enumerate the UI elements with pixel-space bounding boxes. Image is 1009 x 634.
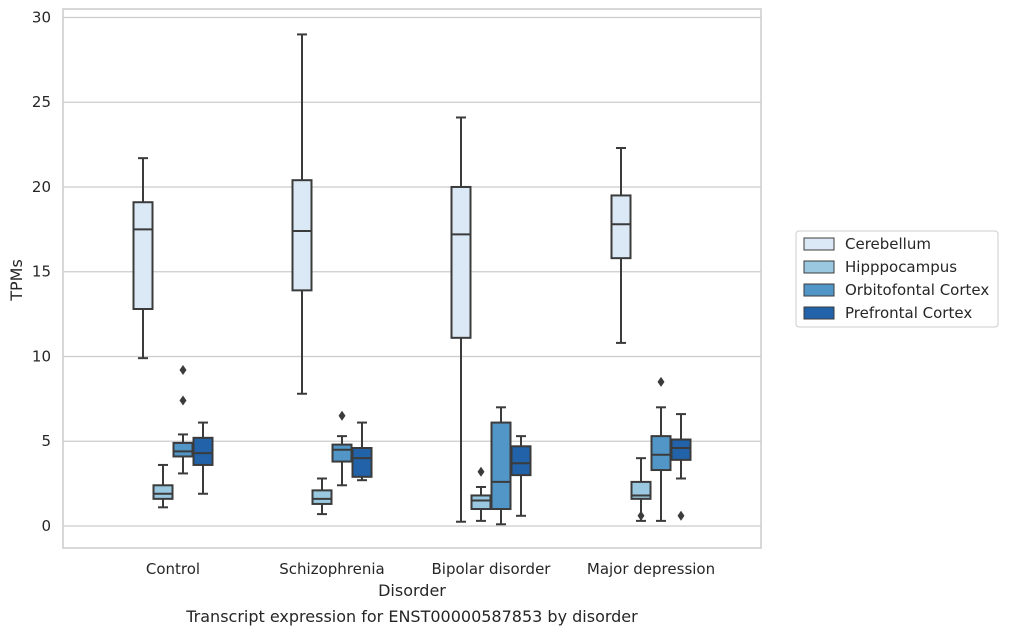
box-body: [670, 438, 692, 461]
legend-swatch: [803, 283, 835, 297]
box-body: [650, 435, 672, 472]
outlier-point: [677, 510, 685, 521]
box: [152, 463, 174, 509]
box-body: [470, 494, 492, 511]
legend-item: Hipppocampus: [803, 258, 957, 276]
box-plot-series: [132, 33, 692, 526]
x-tick-label: Bipolar disorder: [432, 560, 552, 578]
box: [351, 421, 373, 482]
legend-swatch: [803, 306, 835, 320]
plot-frame: [62, 8, 762, 549]
y-tick-label: 25: [32, 93, 51, 111]
series-hipppocampus: [152, 457, 652, 522]
box: [192, 421, 214, 495]
box: [470, 466, 492, 522]
box: [132, 157, 154, 360]
legend-item: Orbitofontal Cortex: [803, 281, 989, 299]
box-body: [192, 436, 214, 466]
box: [450, 116, 472, 523]
x-tick-label: Control: [146, 560, 200, 578]
y-axis-ticks: 0 5 10 15 20 25 30: [32, 8, 51, 534]
box-body: [152, 484, 174, 500]
box-body: [291, 179, 313, 292]
legend-label: Orbitofontal Cortex: [845, 281, 989, 299]
outlier-point: [179, 365, 187, 376]
outlier-point: [657, 376, 665, 387]
legend-label: Prefrontal Cortex: [845, 304, 972, 322]
outlier-point: [477, 466, 485, 477]
series-cerebellum: [132, 33, 632, 523]
box-body: [132, 201, 154, 311]
legend-swatch: [803, 237, 835, 251]
box: [172, 365, 194, 475]
legend-swatch: [803, 260, 835, 274]
legend-item: Prefrontal Cortex: [803, 304, 972, 322]
box: [311, 477, 333, 516]
box-body: [351, 446, 373, 478]
chart-caption: Transcript expression for ENST0000058785…: [185, 607, 638, 626]
y-tick-label: 30: [32, 8, 51, 26]
outlier-point: [637, 510, 645, 521]
legend-label: Cerebellum: [845, 235, 931, 253]
box: [331, 410, 353, 487]
x-axis-label: Disorder: [378, 581, 446, 600]
box: [650, 376, 672, 522]
series-prefrontal-cortex: [192, 413, 692, 521]
box-body: [450, 185, 472, 339]
outlier-point: [179, 395, 187, 406]
box-body: [490, 421, 512, 511]
x-tick-label: Schizophrenia: [279, 560, 384, 578]
box-body: [331, 443, 353, 463]
y-tick-label: 5: [41, 432, 51, 450]
box: [510, 435, 532, 517]
outlier-point: [338, 410, 346, 421]
series-orbitofontal-cortex: [172, 365, 672, 526]
box-body: [510, 445, 532, 477]
box-body: [610, 194, 632, 260]
box-body: [172, 441, 194, 458]
box: [291, 33, 313, 395]
grid-lines: [63, 16, 761, 527]
y-axis-label: TPMs: [7, 259, 26, 302]
legend: Cerebellum Hipppocampus Orbitofontal Corte…: [795, 230, 999, 328]
box: [630, 457, 652, 522]
y-tick-label: 20: [32, 178, 51, 196]
x-axis-ticks: Control Schizophrenia Bipolar disorder Majo…: [146, 560, 715, 578]
box: [610, 146, 632, 344]
legend-item: Cerebellum: [803, 235, 931, 253]
legend-label: Hipppocampus: [845, 258, 957, 276]
y-tick-label: 15: [32, 263, 51, 281]
y-tick-label: 10: [32, 347, 51, 365]
y-tick-label: 0: [41, 517, 51, 535]
box: [670, 413, 692, 521]
box-body: [311, 489, 333, 505]
box: [490, 406, 512, 526]
x-tick-label: Major depression: [587, 560, 715, 578]
legend-frame: [795, 230, 999, 328]
